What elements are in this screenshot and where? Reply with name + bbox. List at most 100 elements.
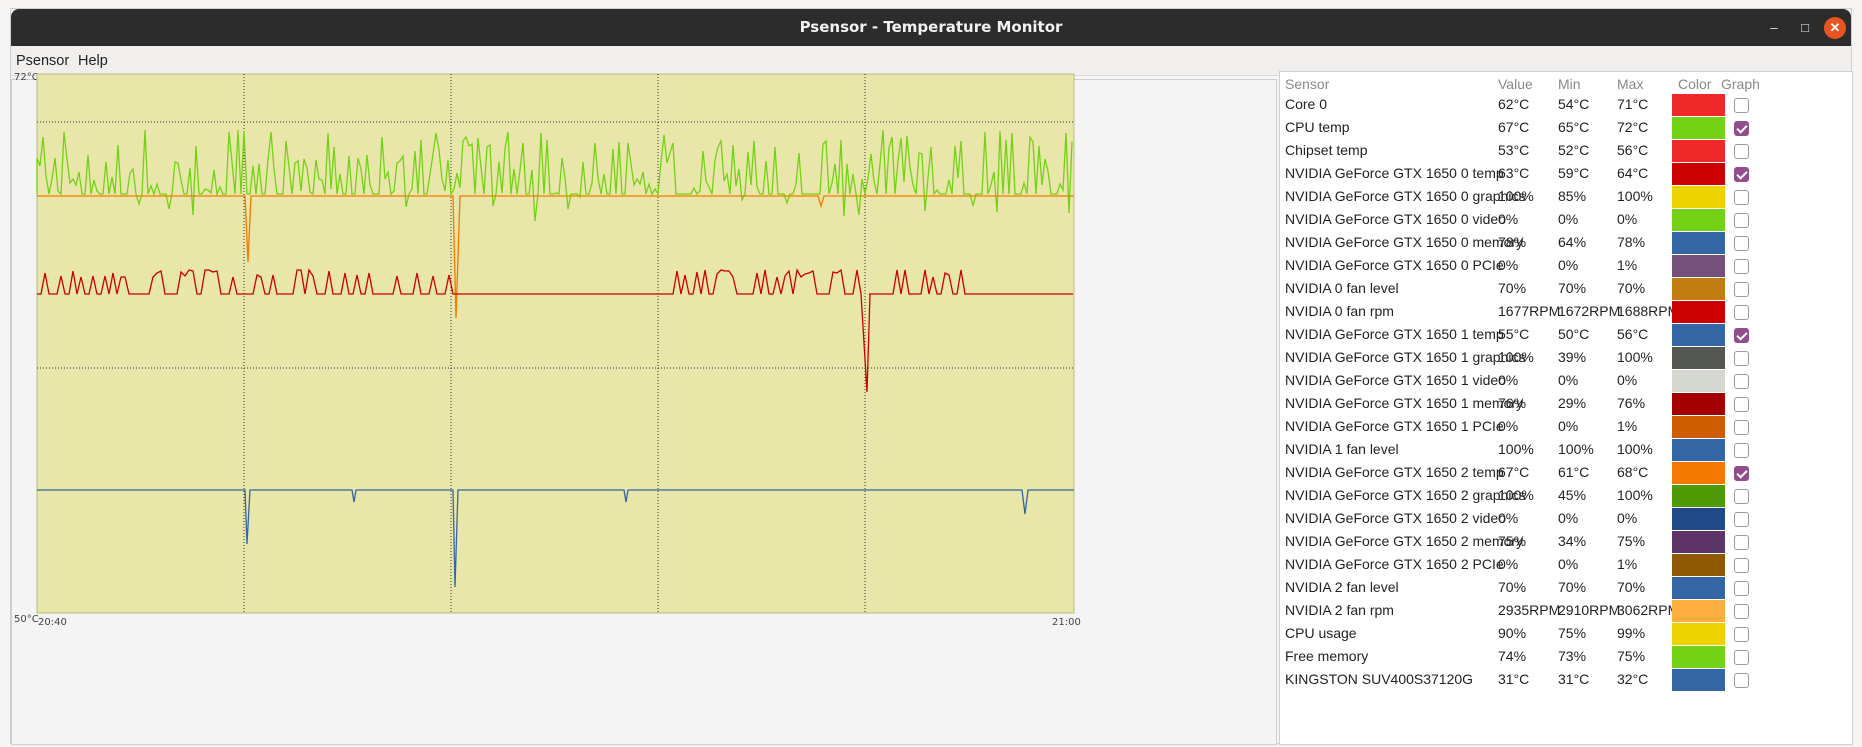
col-header-sensor[interactable]: Sensor: [1285, 76, 1330, 92]
color-swatch[interactable]: [1672, 117, 1725, 139]
table-row[interactable]: KINGSTON SUV400S37120G 31°C 31°C 32°C: [1280, 668, 1852, 691]
graph-checkbox[interactable]: [1734, 121, 1749, 136]
color-swatch[interactable]: [1672, 485, 1725, 507]
graph-checkbox[interactable]: [1734, 581, 1749, 596]
color-swatch[interactable]: [1672, 370, 1725, 392]
col-header-min[interactable]: Min: [1558, 76, 1581, 92]
graph-checkbox[interactable]: [1734, 489, 1749, 504]
table-row[interactable]: NVIDIA GeForce GTX 1650 0 temp 63°C 59°C 64…: [1280, 162, 1852, 185]
graph-checkbox[interactable]: [1734, 282, 1749, 297]
color-swatch[interactable]: [1672, 301, 1725, 323]
color-swatch[interactable]: [1672, 255, 1725, 277]
table-row[interactable]: NVIDIA GeForce GTX 1650 1 memory 76% 29% 76…: [1280, 392, 1852, 415]
sensor-name: NVIDIA GeForce GTX 1650 0 temp: [1285, 165, 1504, 181]
col-header-value[interactable]: Value: [1498, 76, 1533, 92]
color-swatch[interactable]: [1672, 439, 1725, 461]
graph-checkbox[interactable]: [1734, 190, 1749, 205]
color-swatch[interactable]: [1672, 600, 1725, 622]
table-row[interactable]: NVIDIA GeForce GTX 1650 1 video 0% 0% 0%: [1280, 369, 1852, 392]
table-row[interactable]: NVIDIA GeForce GTX 1650 0 PCIe 0% 0% 1%: [1280, 254, 1852, 277]
title-bar[interactable]: Psensor - Temperature Monitor – □ ✕: [11, 9, 1851, 46]
graph-checkbox[interactable]: [1734, 259, 1749, 274]
table-row[interactable]: Free memory 74% 73% 75%: [1280, 645, 1852, 668]
color-swatch[interactable]: [1672, 577, 1725, 599]
table-row[interactable]: CPU usage 90% 75% 99%: [1280, 622, 1852, 645]
sensor-name: NVIDIA GeForce GTX 1650 1 video: [1285, 372, 1506, 388]
graph-checkbox[interactable]: [1734, 627, 1749, 642]
graph-checkbox[interactable]: [1734, 213, 1749, 228]
graph-checkbox[interactable]: [1734, 328, 1749, 343]
table-row[interactable]: NVIDIA GeForce GTX 1650 0 graphics 100% 85…: [1280, 185, 1852, 208]
color-swatch[interactable]: [1672, 623, 1725, 645]
graph-checkbox[interactable]: [1734, 604, 1749, 619]
sensor-value: 0%: [1498, 556, 1519, 572]
graph-checkbox[interactable]: [1734, 673, 1749, 688]
table-row[interactable]: NVIDIA 0 fan rpm 1677RPM 1672RPM 1688RPM: [1280, 300, 1852, 323]
table-row[interactable]: NVIDIA GeForce GTX 1650 2 video 0% 0% 0%: [1280, 507, 1852, 530]
graph-checkbox[interactable]: [1734, 443, 1749, 458]
color-swatch[interactable]: [1672, 94, 1725, 116]
color-swatch[interactable]: [1672, 232, 1725, 254]
graph-checkbox[interactable]: [1734, 98, 1749, 113]
col-header-graph[interactable]: Graph: [1721, 76, 1760, 92]
color-swatch[interactable]: [1672, 347, 1725, 369]
color-swatch[interactable]: [1672, 416, 1725, 438]
color-swatch[interactable]: [1672, 209, 1725, 231]
sensor-value: 90%: [1498, 625, 1527, 641]
color-swatch[interactable]: [1672, 393, 1725, 415]
col-header-max[interactable]: Max: [1617, 76, 1644, 92]
sensor-max: 70%: [1617, 280, 1646, 296]
table-row[interactable]: NVIDIA 2 fan rpm 2935RPM 2910RPM 3062RPM: [1280, 599, 1852, 622]
color-swatch[interactable]: [1672, 278, 1725, 300]
color-swatch[interactable]: [1672, 186, 1725, 208]
sensor-max: 1%: [1617, 556, 1638, 572]
color-swatch[interactable]: [1672, 646, 1725, 668]
maximize-icon[interactable]: □: [1801, 20, 1809, 35]
table-row[interactable]: NVIDIA GeForce GTX 1650 2 PCIe 0% 0% 1%: [1280, 553, 1852, 576]
sensor-max: 99%: [1617, 625, 1646, 641]
table-row[interactable]: NVIDIA GeForce GTX 1650 2 graphics 100% 45…: [1280, 484, 1852, 507]
table-row[interactable]: NVIDIA 2 fan level 70% 70% 70%: [1280, 576, 1852, 599]
color-swatch[interactable]: [1672, 554, 1725, 576]
graph-checkbox[interactable]: [1734, 420, 1749, 435]
color-swatch[interactable]: [1672, 462, 1725, 484]
table-row[interactable]: NVIDIA GeForce GTX 1650 0 video 0% 0% 0%: [1280, 208, 1852, 231]
graph-checkbox[interactable]: [1734, 305, 1749, 320]
col-header-color[interactable]: Color: [1678, 76, 1712, 92]
table-row[interactable]: NVIDIA GeForce GTX 1650 1 graphics 100% 39…: [1280, 346, 1852, 369]
graph-checkbox[interactable]: [1734, 397, 1749, 412]
minimize-icon[interactable]: –: [1770, 20, 1778, 35]
table-row[interactable]: CPU temp 67°C 65°C 72°C: [1280, 116, 1852, 139]
graph-checkbox[interactable]: [1734, 650, 1749, 665]
table-row[interactable]: NVIDIA GeForce GTX 1650 0 memory 78% 64% 78…: [1280, 231, 1852, 254]
sensor-name: CPU temp: [1285, 119, 1350, 135]
graph-checkbox[interactable]: [1734, 144, 1749, 159]
sensor-max: 1688RPM: [1617, 303, 1680, 319]
table-row[interactable]: NVIDIA 1 fan level 100% 100% 100%: [1280, 438, 1852, 461]
close-icon[interactable]: ✕: [1824, 17, 1846, 39]
color-swatch[interactable]: [1672, 140, 1725, 162]
graph-checkbox[interactable]: [1734, 535, 1749, 550]
table-row[interactable]: NVIDIA GeForce GTX 1650 1 PCIe 0% 0% 1%: [1280, 415, 1852, 438]
menu-psensor[interactable]: Psensor: [16, 53, 70, 69]
menu-help[interactable]: Help: [78, 53, 108, 69]
table-row[interactable]: NVIDIA GeForce GTX 1650 2 memory 75% 34% 75…: [1280, 530, 1852, 553]
sensor-min: 59°C: [1558, 165, 1590, 181]
table-row[interactable]: NVIDIA GeForce GTX 1650 2 temp 67°C 61°C 68…: [1280, 461, 1852, 484]
color-swatch[interactable]: [1672, 324, 1725, 346]
table-row[interactable]: Core 0 62°C 54°C 71°C: [1280, 93, 1852, 116]
graph-checkbox[interactable]: [1734, 466, 1749, 481]
table-row[interactable]: Chipset temp 53°C 52°C 56°C: [1280, 139, 1852, 162]
color-swatch[interactable]: [1672, 669, 1725, 691]
color-swatch[interactable]: [1672, 163, 1725, 185]
graph-checkbox[interactable]: [1734, 374, 1749, 389]
color-swatch[interactable]: [1672, 508, 1725, 530]
table-row[interactable]: NVIDIA 0 fan level 70% 70% 70%: [1280, 277, 1852, 300]
graph-checkbox[interactable]: [1734, 558, 1749, 573]
graph-checkbox[interactable]: [1734, 236, 1749, 251]
graph-checkbox[interactable]: [1734, 512, 1749, 527]
graph-checkbox[interactable]: [1734, 351, 1749, 366]
graph-checkbox[interactable]: [1734, 167, 1749, 182]
table-row[interactable]: NVIDIA GeForce GTX 1650 1 temp 55°C 50°C 56…: [1280, 323, 1852, 346]
color-swatch[interactable]: [1672, 531, 1725, 553]
